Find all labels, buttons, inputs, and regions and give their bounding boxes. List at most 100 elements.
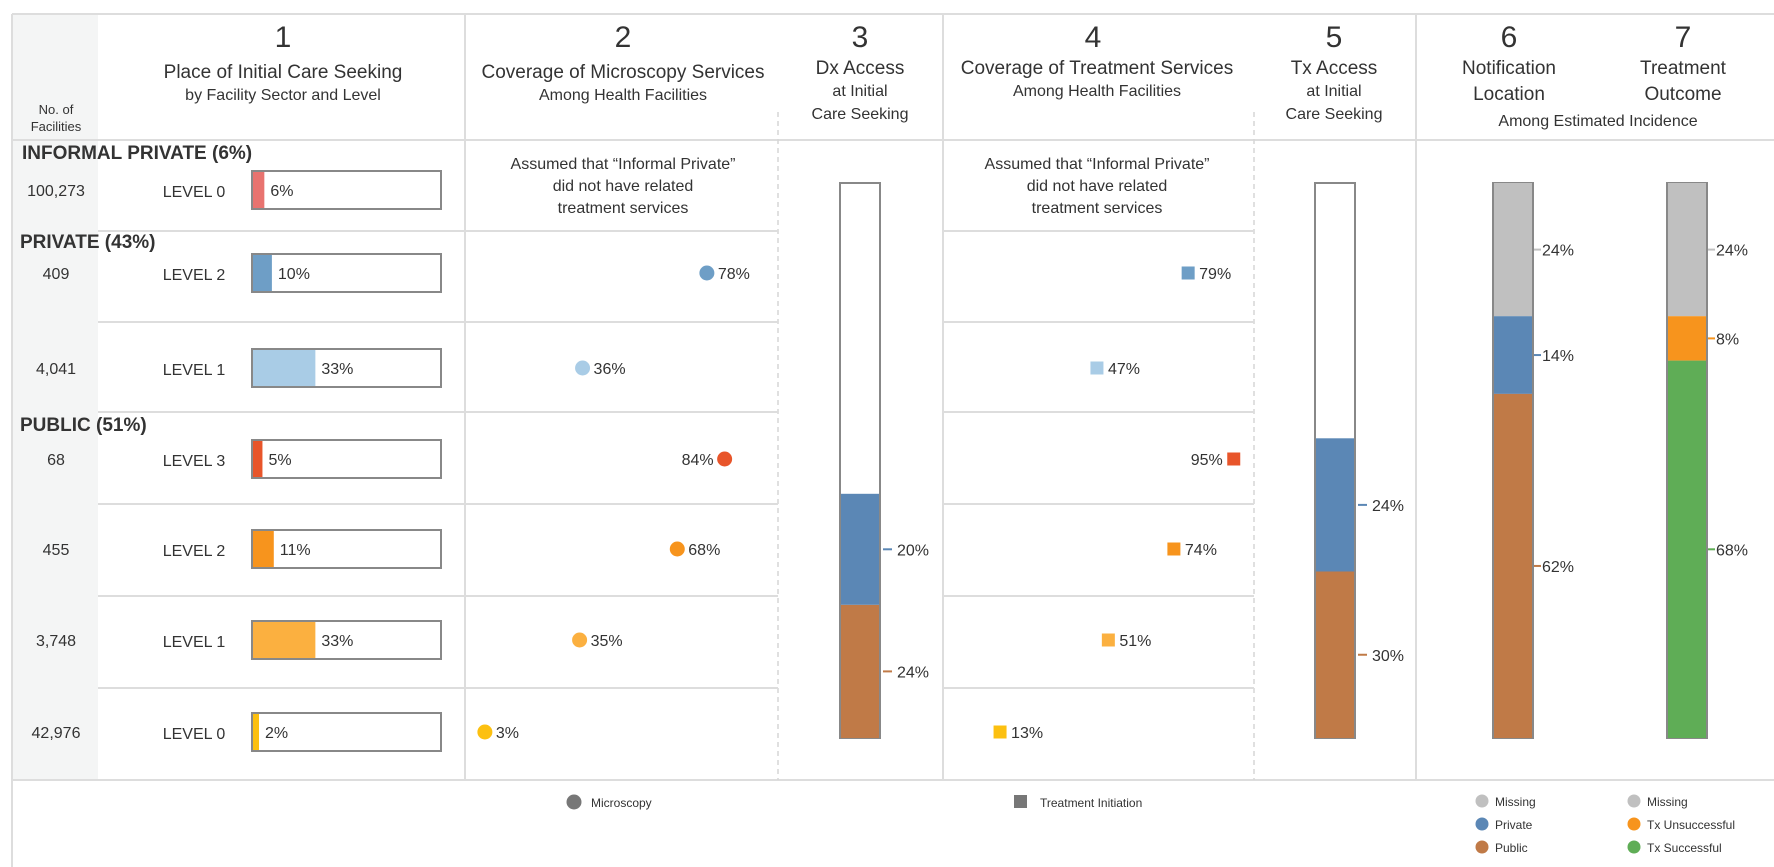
panel-2-title: Coverage of Microscopy Services — [482, 62, 765, 83]
treatment-square-3 — [1167, 542, 1181, 556]
treatment-label-4: 51% — [1119, 633, 1151, 650]
informal-note-p2-2: treatment services — [558, 200, 689, 217]
legend-notification-label-1: Private — [1495, 818, 1533, 832]
place-bar-label-0: 6% — [270, 183, 293, 200]
dx-access-bar-label-0: 20% — [897, 542, 929, 559]
place-bar-3 — [253, 441, 263, 477]
informal-note-p2-1: did not have related — [553, 178, 694, 195]
legend-outcome-marker-1 — [1627, 817, 1641, 831]
notification-bar-segment-2 — [1494, 393, 1532, 738]
microscopy-label-5: 3% — [496, 725, 519, 742]
place-bar-5 — [253, 622, 316, 658]
panel-4-number: 4 — [1085, 21, 1102, 54]
facility-count-1: 409 — [43, 266, 70, 283]
facility-count-3: 68 — [47, 452, 65, 469]
treatment-label-5: 13% — [1011, 725, 1043, 742]
facility-count-4: 455 — [43, 542, 70, 559]
place-bar-6 — [253, 714, 259, 750]
place-bar-2 — [253, 350, 316, 386]
treatment-square-5 — [993, 725, 1007, 739]
place-bar-0 — [253, 172, 265, 208]
tx-access-bar-segment-1 — [1316, 571, 1354, 738]
treatment-label-3: 74% — [1185, 542, 1217, 559]
place-bar-label-6: 2% — [265, 725, 288, 742]
microscopy-dot-5 — [477, 724, 493, 740]
treatment-label-0: 79% — [1199, 266, 1231, 283]
legend-outcome-marker-2 — [1627, 840, 1641, 854]
legend-notification-marker-0 — [1475, 794, 1489, 808]
legend-outcome-label-2: Tx Successful — [1647, 841, 1722, 855]
legend-notification-label-0: Missing — [1495, 795, 1536, 809]
facility-count-2: 4,041 — [36, 361, 76, 378]
facilities-column-background — [13, 15, 98, 780]
legend-outcome-marker-0 — [1627, 794, 1641, 808]
panel-5-sub1: at Initial — [1306, 83, 1361, 100]
informal-note-p4-0: Assumed that “Informal Private” — [985, 156, 1210, 173]
panel-7-title: Treatment — [1640, 58, 1727, 79]
outcome-bar-label-2: 68% — [1716, 542, 1748, 559]
legend-treatment-label: Treatment Initiation — [1040, 796, 1142, 810]
panel-5-number: 5 — [1326, 21, 1343, 54]
panel-67-subtitle: Among Estimated Incidence — [1498, 113, 1697, 130]
legend-notification-marker-2 — [1475, 840, 1489, 854]
place-bar-label-1: 10% — [278, 266, 310, 283]
legend-treatment-marker — [1014, 795, 1027, 808]
tx-access-bar-segment-0 — [1316, 438, 1354, 572]
panel-6-title2: Location — [1473, 84, 1545, 105]
panel-4-title: Coverage of Treatment Services — [961, 58, 1233, 79]
facility-count-6: 42,976 — [32, 725, 81, 742]
microscopy-label-3: 68% — [688, 542, 720, 559]
level-label-4: LEVEL 2 — [163, 543, 226, 560]
treatment-square-4 — [1101, 633, 1115, 647]
legend-outcome-label-1: Tx Unsuccessful — [1647, 818, 1735, 832]
microscopy-label-0: 78% — [718, 266, 750, 283]
place-bar-label-3: 5% — [268, 452, 291, 469]
place-bar-frame-6 — [251, 712, 442, 752]
microscopy-dot-0 — [699, 265, 715, 281]
microscopy-dot-3 — [669, 541, 685, 557]
outcome-bar-label-0: 24% — [1716, 243, 1748, 260]
dx-access-bar-segment-0 — [841, 493, 879, 605]
level-label-5: LEVEL 1 — [163, 634, 226, 651]
microscopy-dot-4 — [572, 632, 588, 648]
sector-label-1: PRIVATE (43%) — [20, 232, 156, 253]
panel-3-sub1: at Initial — [832, 83, 887, 100]
panel-7-title2: Outcome — [1644, 84, 1721, 105]
panel-3-sub2: Care Seeking — [812, 106, 909, 123]
level-label-1: LEVEL 2 — [163, 267, 226, 284]
panel-2-number: 2 — [615, 21, 632, 54]
place-bar-frame-0 — [251, 170, 442, 210]
level-label-3: LEVEL 3 — [163, 453, 226, 470]
outcome-bar-segment-0 — [1668, 183, 1706, 317]
place-bar-frame-4 — [251, 529, 442, 569]
panel-5-title: Tx Access — [1291, 58, 1378, 79]
panel-7-number: 7 — [1675, 21, 1692, 54]
dx-access-bar-segment-1 — [841, 604, 879, 738]
notification-bar-segment-0 — [1494, 183, 1532, 317]
panel-1-number: 1 — [275, 21, 292, 54]
informal-note-p2-0: Assumed that “Informal Private” — [511, 156, 736, 173]
informal-note-p4-1: did not have related — [1027, 178, 1168, 195]
level-label-2: LEVEL 1 — [163, 362, 226, 379]
microscopy-label-2: 84% — [682, 452, 714, 469]
treatment-square-0 — [1181, 266, 1195, 280]
dx-access-bar-label-1: 24% — [897, 664, 929, 681]
panel-3-number: 3 — [852, 21, 869, 54]
microscopy-label-1: 36% — [594, 361, 626, 378]
panel-2-subtitle: Among Health Facilities — [539, 87, 707, 104]
informal-note-p4-2: treatment services — [1032, 200, 1163, 217]
facility-count-5: 3,748 — [36, 633, 76, 650]
place-bar-label-5: 33% — [321, 633, 353, 650]
tx-access-bar-label-1: 30% — [1372, 648, 1404, 665]
legend-microscopy-marker — [566, 794, 582, 810]
facilities-header-line2: Facilities — [31, 119, 82, 134]
outcome-bar-label-1: 8% — [1716, 331, 1739, 348]
facility-count-0: 100,273 — [27, 183, 85, 200]
treatment-square-2 — [1227, 452, 1241, 466]
notification-bar-label-1: 14% — [1542, 348, 1574, 365]
legend-microscopy-label: Microscopy — [591, 796, 652, 810]
panel-1-subtitle: by Facility Sector and Level — [185, 87, 381, 104]
legend-outcome-label-0: Missing — [1647, 795, 1688, 809]
panel-6-title: Notification — [1462, 58, 1556, 79]
